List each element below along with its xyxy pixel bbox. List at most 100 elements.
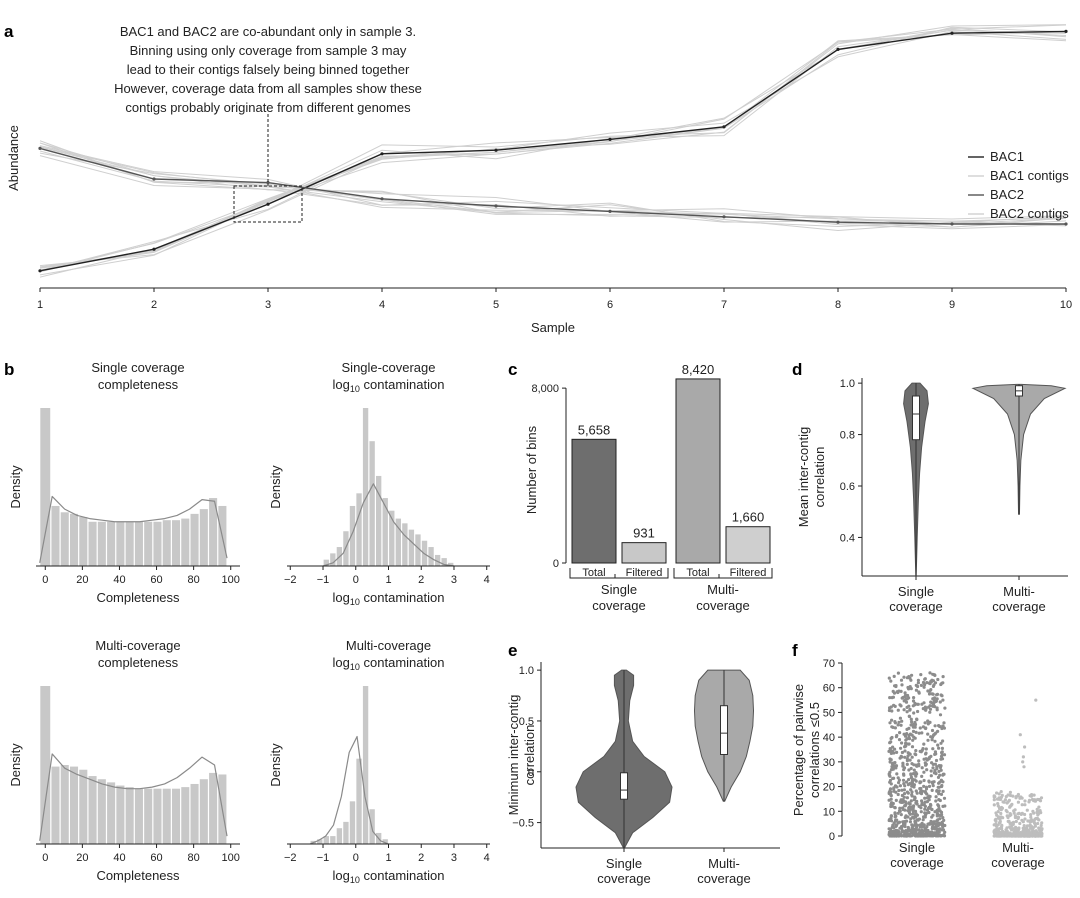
scatter-point: [896, 776, 900, 780]
y-tick-label: 20: [823, 782, 835, 794]
scatter-point: [923, 807, 927, 811]
scatter-point: [933, 827, 937, 831]
scatter-point: [935, 767, 939, 771]
y-axis-label: Number of bins: [524, 425, 539, 514]
scatter-point: [913, 823, 917, 827]
histogram-bar: [369, 441, 375, 566]
scatter-point: [1000, 806, 1005, 810]
scatter-point: [904, 741, 908, 746]
histogram-bar: [144, 521, 153, 566]
x-category-label-line: coverage: [889, 599, 942, 614]
scatter-point: [920, 731, 924, 735]
x-tick-label: 9: [949, 299, 955, 311]
scatter-point: [929, 754, 933, 759]
scatter-point: [1023, 834, 1027, 838]
scatter-point: [931, 825, 935, 829]
scatter-point: [997, 792, 1001, 796]
histogram-bar: [349, 505, 356, 566]
scatter-point: [1039, 796, 1044, 800]
scatter-point: [1005, 814, 1009, 818]
scatter-point: [889, 768, 894, 772]
x-category-label-line: Single: [899, 840, 935, 855]
panel-d-violin: 0.4 0.6 0.8 1.0 Mean inter-contig correlation…: [796, 378, 1068, 614]
scatter-point: [890, 718, 894, 722]
x-tick-label: 60: [150, 574, 162, 586]
scatter-point: [999, 790, 1003, 794]
histogram-bar: [408, 529, 415, 566]
scatter-point: [907, 742, 911, 746]
scatter-point: [891, 776, 895, 781]
x-tick-label: 80: [188, 574, 200, 586]
scatter-point: [906, 754, 910, 758]
y-tick-label: 0: [528, 767, 534, 779]
scatter-point: [941, 773, 945, 777]
data-point: [722, 125, 726, 129]
scatter-point: [928, 689, 932, 693]
scatter-point: [1014, 819, 1018, 824]
scatter-point: [927, 780, 931, 784]
y-tick-label: 0.8: [840, 430, 855, 442]
scatter-point: [903, 800, 908, 804]
scatter-point: [940, 746, 945, 751]
scatter-point: [922, 815, 926, 819]
scatter-point: [916, 684, 920, 689]
histogram-bar: [209, 772, 218, 844]
scatter-point: [994, 819, 998, 824]
histogram-bar: [343, 821, 349, 844]
scatter-point: [1016, 792, 1021, 797]
series-line-bac2: [39, 147, 1066, 225]
scatter-point: [1030, 834, 1034, 838]
histogram-bar: [69, 513, 79, 566]
y-axis-label: Density: [268, 465, 283, 509]
y-axis-label-line: correlation: [522, 725, 537, 786]
scatter-point: [897, 834, 901, 838]
scatter-point: [1009, 822, 1013, 826]
bar-category-label: Filtered: [730, 567, 767, 579]
scatter-point: [915, 802, 919, 806]
scatter-point: [917, 691, 921, 695]
scatter-point: [940, 834, 944, 838]
scatter-point: [908, 820, 913, 824]
legend-label: BAC1 contigs: [990, 168, 1069, 183]
scatter-point: [938, 700, 942, 704]
data-point: [38, 146, 42, 150]
scatter-point: [1009, 813, 1013, 817]
scatter-point: [909, 788, 913, 792]
scatter-point: [935, 693, 939, 697]
scatter-point: [999, 811, 1003, 816]
scatter-point: [901, 806, 905, 810]
x-tick-label: 1: [385, 574, 391, 586]
histogram-bar: [395, 518, 401, 566]
scatter-point: [922, 784, 926, 789]
scatter-point: [932, 673, 937, 677]
scatter-point: [894, 823, 898, 827]
chart-title-line: log10 contamination: [333, 655, 445, 672]
scatter-point: [927, 705, 931, 709]
histogram-bar: [402, 523, 408, 566]
scatter-point: [925, 808, 930, 812]
scatter-point: [910, 755, 914, 759]
highlight-box: [233, 185, 303, 223]
scatter-point: [1017, 832, 1021, 836]
scatter-point: [928, 822, 932, 826]
scatter-point: [906, 791, 910, 795]
scatter-point: [897, 820, 902, 824]
histogram-bar: [336, 828, 343, 844]
x-axis-label: Completeness: [96, 590, 180, 605]
bar-filtered: [725, 526, 771, 564]
contig-line: [39, 29, 1067, 271]
scatter-point: [924, 707, 928, 711]
scatter-point: [938, 713, 943, 717]
y-tick-label: 30: [823, 757, 835, 769]
scatter-point: [888, 774, 892, 778]
scatter-point: [920, 774, 924, 779]
scatter-point: [914, 830, 918, 835]
scatter-point: [931, 766, 935, 770]
scatter-point: [912, 809, 916, 813]
scatter-point: [902, 708, 906, 712]
scatter-point: [905, 727, 909, 732]
scatter-point: [1031, 826, 1035, 830]
histogram-bar: [382, 839, 388, 844]
x-tick-label: 6: [607, 299, 613, 311]
scatter-point: [907, 801, 911, 805]
